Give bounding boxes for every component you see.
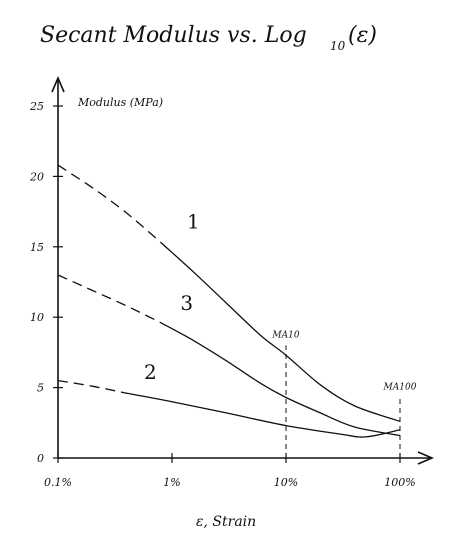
series-line	[160, 322, 401, 437]
x-tick-label: 1%	[163, 476, 180, 489]
series-label: 2	[144, 360, 157, 384]
series-label: 1	[187, 209, 200, 233]
chart-title: Secant Modulus vs. Log 10 (ε)	[40, 23, 377, 53]
y-tick-label: 0	[37, 452, 44, 465]
y-tick-label: 5	[37, 382, 44, 395]
x-tick-label: 0.1%	[44, 476, 72, 489]
series-line-dashed	[57, 379, 127, 394]
x-tick-label: 10%	[274, 476, 298, 489]
reference-label: MA100	[383, 382, 417, 392]
reference-label: MA10	[271, 330, 299, 340]
y-axis-label: Modulus (MPa)	[77, 96, 163, 109]
x-axis-arrow	[417, 451, 435, 465]
series-line-dashed	[57, 164, 162, 244]
y-axis-arrow	[51, 75, 65, 93]
chart-title-main: Secant Modulus vs. Log	[40, 23, 307, 48]
series-group: 1 3 2	[57, 164, 401, 438]
series-line	[160, 242, 401, 423]
x-tick-label: 100%	[384, 476, 415, 489]
series-3: 3	[57, 274, 401, 437]
chart-title-subscript: 10	[330, 39, 346, 53]
series-label: 3	[180, 291, 193, 315]
series-2: 2	[57, 360, 401, 438]
axis-ticks: 0 5 10 15 20 25 0.1% 1% 10% 100%	[29, 100, 416, 489]
y-tick-label: 20	[29, 170, 44, 183]
series-1: 1	[57, 164, 401, 423]
y-tick-label: 25	[29, 100, 44, 113]
series-line	[126, 392, 401, 438]
chart-title-suffix: (ε)	[348, 23, 377, 48]
x-axis-label: ε, Strain	[196, 514, 256, 530]
series-line-dashed	[57, 274, 162, 324]
y-tick-label: 15	[30, 241, 44, 254]
y-tick-label: 10	[30, 311, 44, 324]
reference-lines: MA10 MA100	[271, 330, 417, 458]
